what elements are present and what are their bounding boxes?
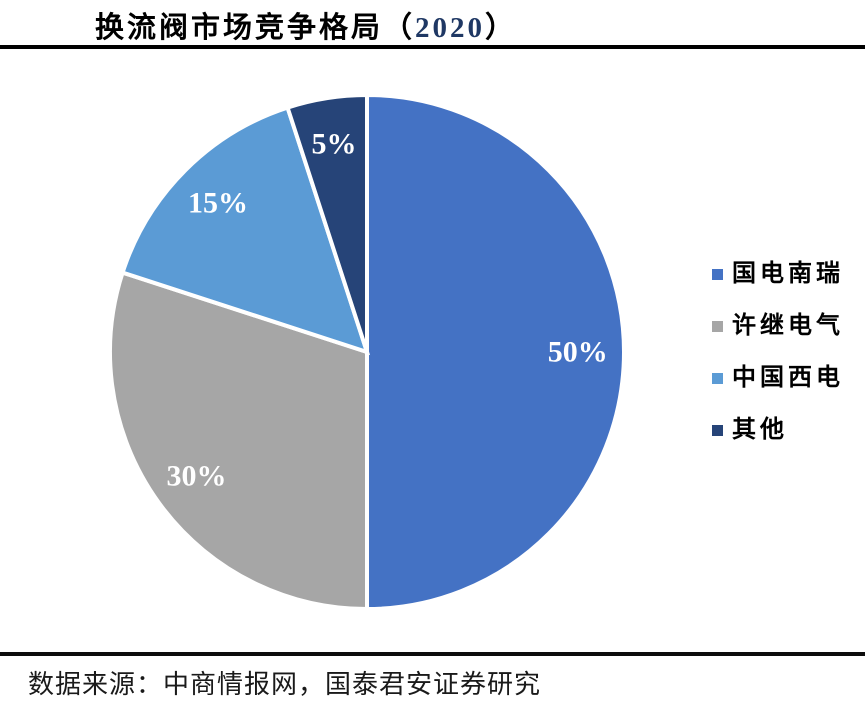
legend-marker-icon (712, 320, 723, 332)
legend-item-3: 中国西电 (712, 352, 844, 404)
chart-title-prefix: 换流阀市场竞争格局（ (95, 12, 416, 44)
chart-title-year: 2020 (415, 12, 486, 44)
legend-label: 其他 (732, 417, 788, 443)
pie-slice-label-3: 15% (188, 187, 248, 220)
data-source: 数据来源：中商情报网，国泰君安证券研究 (28, 670, 542, 699)
legend-label: 中国西电 (732, 365, 844, 391)
legend-label: 许继电气 (732, 313, 844, 339)
title-underline (0, 45, 865, 49)
chart-title: 换流阀市场竞争格局（2020） (95, 4, 517, 46)
legend-marker-icon (712, 268, 723, 280)
legend-marker-icon (712, 424, 723, 436)
legend-label: 国电南瑞 (732, 261, 844, 287)
legend-item-2: 许继电气 (712, 300, 844, 352)
pie-slice-label-1: 50% (548, 336, 608, 369)
footer-divider (0, 652, 865, 656)
pie-slice-2 (108, 270, 369, 612)
pie-slice-1 (365, 92, 626, 612)
chart-legend: 国电南瑞许继电气中国西电其他 (712, 248, 844, 456)
pie-slice-label-4: 5% (312, 127, 357, 160)
legend-item-1: 国电南瑞 (712, 248, 844, 300)
pie-slice-label-2: 30% (167, 459, 227, 492)
pie-slice-4 (285, 92, 369, 353)
chart-title-suffix: ） (485, 12, 518, 44)
legend-item-4: 其他 (712, 404, 844, 456)
legend-marker-icon (712, 372, 723, 384)
